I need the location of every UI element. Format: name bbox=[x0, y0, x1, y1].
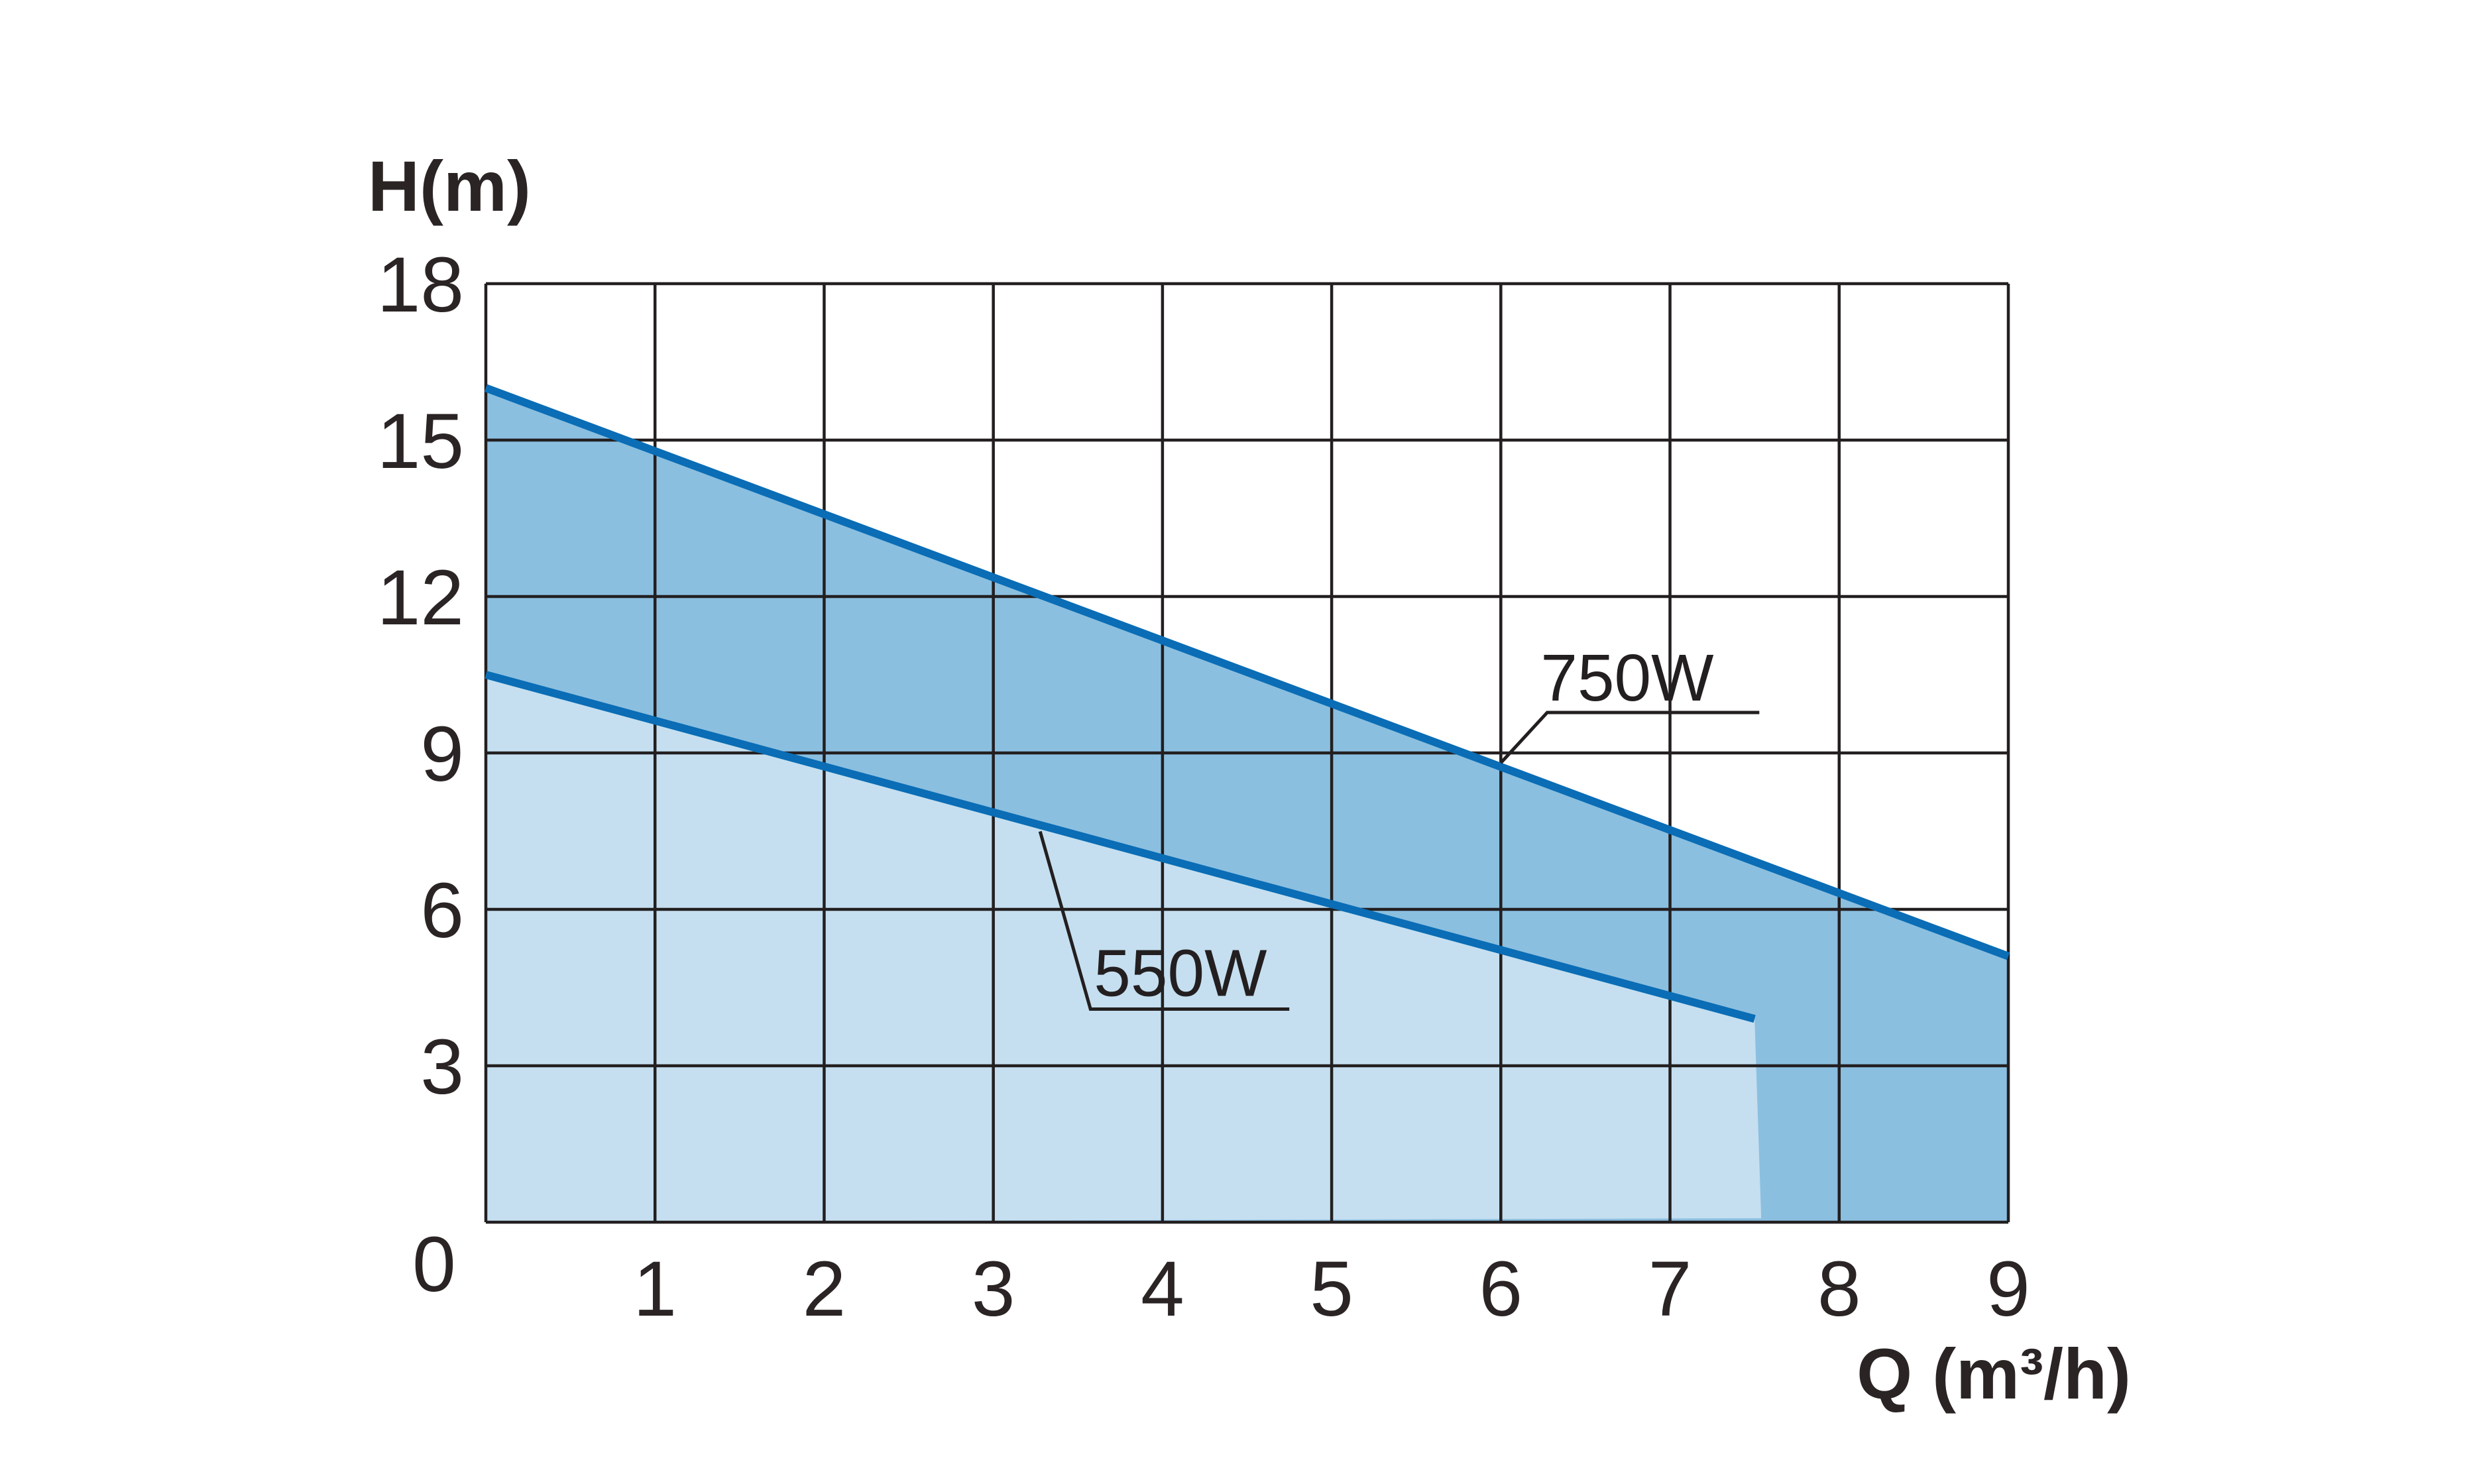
x-axis-ticks: 1 2 3 4 5 6 7 8 9 bbox=[633, 1245, 2030, 1333]
x-tick-label-3: 3 bbox=[972, 1245, 1015, 1333]
callout-750w bbox=[1499, 711, 1760, 764]
x-tick-label-7: 7 bbox=[1648, 1245, 1692, 1333]
fill-550w-region bbox=[486, 675, 1762, 1222]
x-tick-label-1: 1 bbox=[633, 1245, 677, 1333]
x-axis-title: Q (m³/h) bbox=[1857, 1334, 2131, 1414]
y-tick-label-9: 9 bbox=[420, 711, 464, 798]
series-label-550w: 550W bbox=[1094, 936, 1267, 1010]
x-tick-label-5: 5 bbox=[1310, 1245, 1353, 1333]
series-line-550w bbox=[485, 671, 1756, 1023]
series-line-750w bbox=[484, 384, 2010, 960]
x-tick-label-8: 8 bbox=[1817, 1245, 1861, 1333]
plot-fills bbox=[486, 388, 2008, 1223]
callout-550w bbox=[1038, 830, 1290, 1011]
series-lines bbox=[484, 384, 2010, 1023]
origin-label: 0 bbox=[412, 1221, 456, 1308]
y-tick-label-12: 12 bbox=[377, 554, 464, 642]
y-axis-ticks: 18 15 12 9 6 3 bbox=[377, 241, 464, 1111]
series-label-750w: 750W bbox=[1540, 641, 1714, 715]
x-tick-label-9: 9 bbox=[1986, 1245, 2030, 1333]
x-tick-label-4: 4 bbox=[1141, 1245, 1184, 1333]
x-tick-label-6: 6 bbox=[1479, 1245, 1523, 1333]
grid bbox=[484, 282, 2010, 1224]
y-tick-label-18: 18 bbox=[377, 241, 464, 329]
series-callouts: 750W 550W bbox=[1038, 641, 1760, 1011]
y-tick-label-15: 15 bbox=[377, 398, 464, 485]
x-tick-label-2: 2 bbox=[803, 1245, 846, 1333]
y-tick-label-3: 3 bbox=[420, 1023, 464, 1111]
y-axis-title: H(m) bbox=[368, 146, 531, 226]
y-tick-label-6: 6 bbox=[420, 867, 464, 954]
